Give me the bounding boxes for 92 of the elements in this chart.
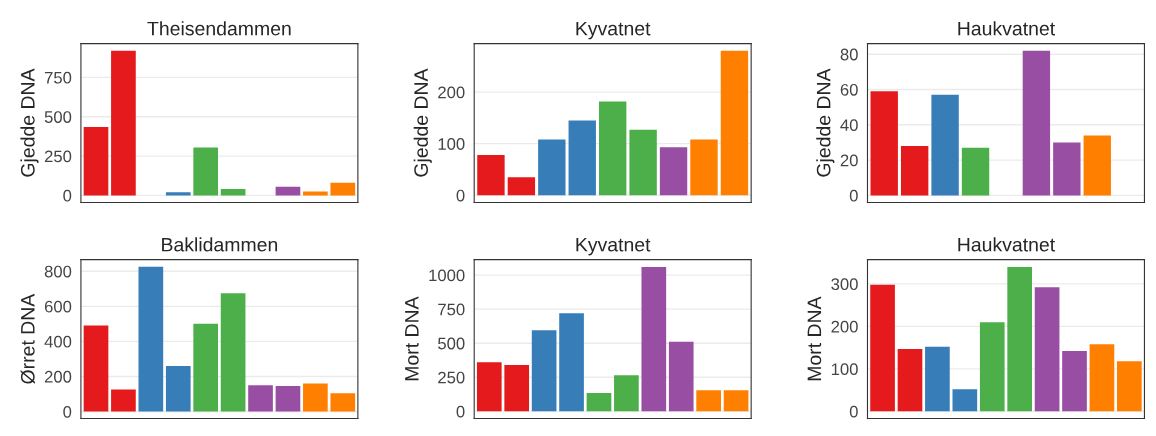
bar xyxy=(931,94,959,196)
bar xyxy=(900,145,929,196)
bar xyxy=(690,139,718,196)
y-axis-title: Mort DNA xyxy=(405,296,419,381)
bar xyxy=(961,147,990,196)
bar xyxy=(83,126,109,196)
bar xyxy=(476,362,502,412)
chart-title: Kyvatnet xyxy=(576,237,651,256)
y-tick-label: 300 xyxy=(831,278,858,291)
bar xyxy=(504,365,530,412)
bar xyxy=(720,50,749,196)
bar xyxy=(659,147,688,196)
bar xyxy=(111,389,136,412)
bar xyxy=(507,177,536,196)
bar xyxy=(568,120,596,196)
bar xyxy=(897,348,923,412)
bar xyxy=(138,266,164,412)
y-tick-label: 500 xyxy=(44,111,72,123)
bar xyxy=(220,293,246,412)
bar xyxy=(193,147,219,196)
y-tick-label: 0 xyxy=(63,189,72,202)
bar xyxy=(303,191,328,196)
bar xyxy=(1062,351,1087,412)
y-tick-label: 200 xyxy=(44,370,72,383)
chart-title: Haukvatnet xyxy=(958,21,1055,36)
bar xyxy=(979,322,1005,412)
y-tick-label: 400 xyxy=(44,335,72,348)
bar xyxy=(696,390,721,412)
y-axis-title: Ørret DNA xyxy=(20,293,35,384)
bar xyxy=(1083,135,1111,196)
y-tick-label: 0 xyxy=(63,405,72,418)
bar xyxy=(275,386,301,412)
bar xyxy=(1089,344,1115,412)
bar xyxy=(111,50,136,196)
y-tick-label: 750 xyxy=(44,71,72,84)
bar xyxy=(925,346,950,412)
bar xyxy=(1053,142,1081,196)
bar xyxy=(83,325,109,412)
bar xyxy=(723,390,749,412)
bar xyxy=(870,91,898,196)
chart-title: Kyvatnet xyxy=(576,21,651,40)
y-tick-label: 20 xyxy=(840,154,858,167)
chart-title: Haukvatnet xyxy=(958,237,1055,252)
bar xyxy=(1007,266,1033,412)
bar xyxy=(248,385,273,412)
bar xyxy=(668,341,694,412)
bar xyxy=(275,186,301,196)
bar xyxy=(531,330,557,412)
y-tick-label: 100 xyxy=(831,363,858,376)
y-tick-label: 1000 xyxy=(429,269,465,282)
bar xyxy=(538,139,566,196)
bar xyxy=(330,182,356,196)
y-axis-title: Mort DNA xyxy=(807,296,822,381)
chart-title: Theisendammen xyxy=(147,21,291,36)
y-tick-label: 200 xyxy=(438,86,465,99)
y-tick-label: 200 xyxy=(831,320,858,333)
y-tick-label: 0 xyxy=(456,405,465,418)
bar xyxy=(629,129,657,196)
bar xyxy=(303,383,328,412)
y-tick-label: 500 xyxy=(438,337,465,350)
y-tick-label: 0 xyxy=(849,405,858,418)
bar xyxy=(598,101,627,196)
bar xyxy=(477,155,505,196)
y-tick-label: 800 xyxy=(44,265,72,278)
bar xyxy=(641,266,667,412)
bar xyxy=(193,323,219,412)
bar xyxy=(870,284,895,412)
y-tick-label: 250 xyxy=(438,371,465,384)
y-tick-label: 100 xyxy=(438,138,465,150)
y-tick-label: 600 xyxy=(44,300,72,313)
bar xyxy=(1022,50,1051,196)
bar xyxy=(614,375,639,412)
y-tick-label: 0 xyxy=(456,189,465,202)
y-tick-label: 750 xyxy=(438,303,465,316)
y-tick-label: 60 xyxy=(840,83,858,96)
bar xyxy=(165,365,191,412)
y-tick-label: 250 xyxy=(44,150,72,163)
y-axis-title: Gjedde DNA xyxy=(816,68,835,177)
y-axis-title: Gjedde DNA xyxy=(20,68,39,177)
y-tick-label: 40 xyxy=(840,119,858,132)
chart-title: Baklidammen xyxy=(162,237,278,252)
bar xyxy=(952,389,978,412)
bar xyxy=(220,189,246,196)
y-axis-title: Gjedde DNA xyxy=(413,68,432,177)
bar xyxy=(1034,287,1060,412)
bar xyxy=(586,392,612,412)
y-tick-label: 0 xyxy=(849,189,858,202)
bar xyxy=(330,393,356,412)
y-tick-label: 80 xyxy=(840,48,858,61)
bar xyxy=(1117,361,1142,412)
bar xyxy=(559,313,584,412)
bar xyxy=(165,192,191,196)
